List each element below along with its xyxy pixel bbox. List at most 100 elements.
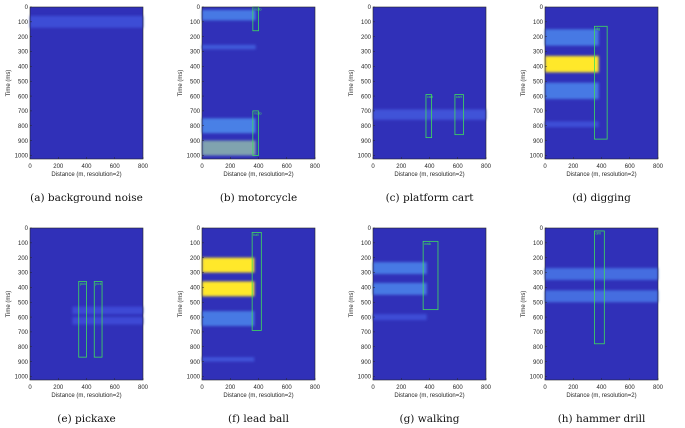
panel-caption: (h) hammer drill (558, 413, 646, 425)
signal-band (545, 55, 599, 73)
plot-area (373, 7, 486, 159)
x-tick-label: 200 (225, 385, 236, 391)
y-tick-label: 400 (533, 65, 544, 71)
detection-box (251, 232, 262, 331)
x-axis-label: Distance (m, resolution=2) (223, 393, 293, 399)
y-axis-label: Time (ms) (178, 70, 184, 97)
x-tick-label: 600 (110, 385, 121, 391)
x-tick-label: 0 (371, 385, 375, 391)
y-tick-label: 0 (25, 226, 29, 232)
detection-box-label: cart (427, 95, 433, 99)
detection-box-label: ball (253, 233, 259, 237)
signal-band (373, 109, 486, 120)
y-tick-label: 400 (190, 65, 201, 71)
y-tick-label: 200 (361, 35, 372, 41)
y-tick-label: 100 (533, 241, 544, 247)
signal-band (373, 314, 427, 321)
y-tick-label: 100 (190, 20, 201, 26)
y-tick-label: 600 (533, 94, 544, 100)
y-tick-label: 400 (18, 65, 29, 71)
panel-caption: (d) digging (572, 192, 631, 204)
signal-band (202, 257, 255, 273)
panel-b: moto moto 0 100 200 300 400 500 600 700 800 900 1000… (178, 5, 321, 204)
detection-box (93, 281, 103, 358)
y-tick-label: 900 (190, 360, 201, 366)
y-axis-label: Time (ms) (349, 291, 355, 318)
signal-band (202, 118, 256, 134)
y-tick-label: 500 (18, 79, 29, 85)
x-tick-label: 400 (424, 164, 435, 170)
x-tick-label: 600 (453, 385, 464, 391)
y-tick-label: 300 (533, 271, 544, 277)
y-tick-label: 900 (533, 360, 544, 366)
x-tick-label: 400 (81, 164, 92, 170)
y-tick-label: 100 (361, 241, 372, 247)
y-tick-label: 700 (18, 330, 29, 336)
y-tick-label: 500 (361, 79, 372, 85)
detection-box-label: dig (595, 27, 600, 31)
y-tick-label: 0 (368, 226, 372, 232)
y-tick-label: 400 (18, 286, 29, 292)
detection-box (454, 94, 464, 136)
y-tick-label: 700 (361, 330, 372, 336)
x-tick-label: 800 (310, 164, 321, 170)
y-tick-label: 200 (533, 256, 544, 262)
y-tick-label: 0 (540, 226, 544, 232)
y-tick-label: 800 (361, 345, 372, 351)
x-axis-label: Distance (m, resolution=2) (51, 393, 121, 399)
y-tick-label: 400 (190, 286, 201, 292)
x-axis-label: Distance (m, resolution=2) (394, 172, 464, 178)
x-tick-label: 800 (653, 164, 664, 170)
x-axis-label: Distance (m, resolution=2) (566, 393, 636, 399)
y-tick-label: 300 (18, 271, 29, 277)
plot-area (373, 228, 486, 380)
signal-band (202, 357, 255, 362)
y-tick-label: 0 (25, 5, 29, 11)
x-axis-label: Distance (m, resolution=2) (394, 393, 464, 399)
y-axis-label: Time (ms) (521, 291, 527, 318)
y-tick-label: 500 (18, 300, 29, 306)
panel-g: walk 0 100 200 300 400 500 600 700 800 900 1000 0 200… (349, 226, 492, 425)
y-tick-label: 800 (190, 345, 201, 351)
detection-box (594, 230, 605, 345)
y-tick-label: 1000 (358, 375, 372, 381)
signal-band (373, 262, 427, 275)
x-tick-label: 200 (225, 164, 236, 170)
y-tick-label: 500 (190, 300, 201, 306)
y-tick-label: 500 (533, 79, 544, 85)
y-tick-label: 100 (361, 20, 372, 26)
x-tick-label: 600 (282, 385, 293, 391)
y-tick-label: 300 (190, 50, 201, 56)
panel-d: dig 0 100 200 300 400 500 600 700 800 900 1000 0 200 4… (521, 5, 664, 204)
x-tick-label: 0 (28, 164, 32, 170)
y-tick-label: 0 (540, 5, 544, 11)
y-tick-label: 800 (190, 124, 201, 130)
y-tick-label: 700 (190, 330, 201, 336)
x-tick-label: 0 (28, 385, 32, 391)
signal-band (202, 311, 255, 326)
panel-a: 0 100 200 300 400 500 600 700 800 900 1000 0 200 400 6… (6, 5, 149, 204)
x-tick-label: 800 (138, 164, 149, 170)
y-tick-label: 400 (361, 65, 372, 71)
y-tick-label: 300 (533, 50, 544, 56)
panel-e: pick pick 0 100 200 300 400 500 600 700 800 900 1000… (6, 226, 149, 425)
y-axis-label: Time (ms) (6, 70, 12, 97)
y-tick-label: 100 (18, 20, 29, 26)
y-tick-label: 200 (18, 256, 29, 262)
panel-caption: (f) lead ball (228, 413, 290, 425)
y-tick-label: 600 (533, 315, 544, 321)
x-tick-label: 0 (543, 164, 547, 170)
y-tick-label: 700 (533, 109, 544, 115)
signal-band (545, 121, 599, 128)
x-tick-label: 0 (200, 164, 204, 170)
y-axis-label: Time (ms) (349, 70, 355, 97)
y-tick-label: 700 (361, 109, 372, 115)
x-tick-label: 200 (568, 385, 579, 391)
plot-area (202, 228, 315, 380)
detection-box-label: drill (595, 231, 601, 235)
y-tick-label: 600 (18, 94, 29, 100)
y-tick-label: 500 (190, 79, 201, 85)
plot-area (545, 228, 658, 380)
signal-band (373, 282, 427, 295)
